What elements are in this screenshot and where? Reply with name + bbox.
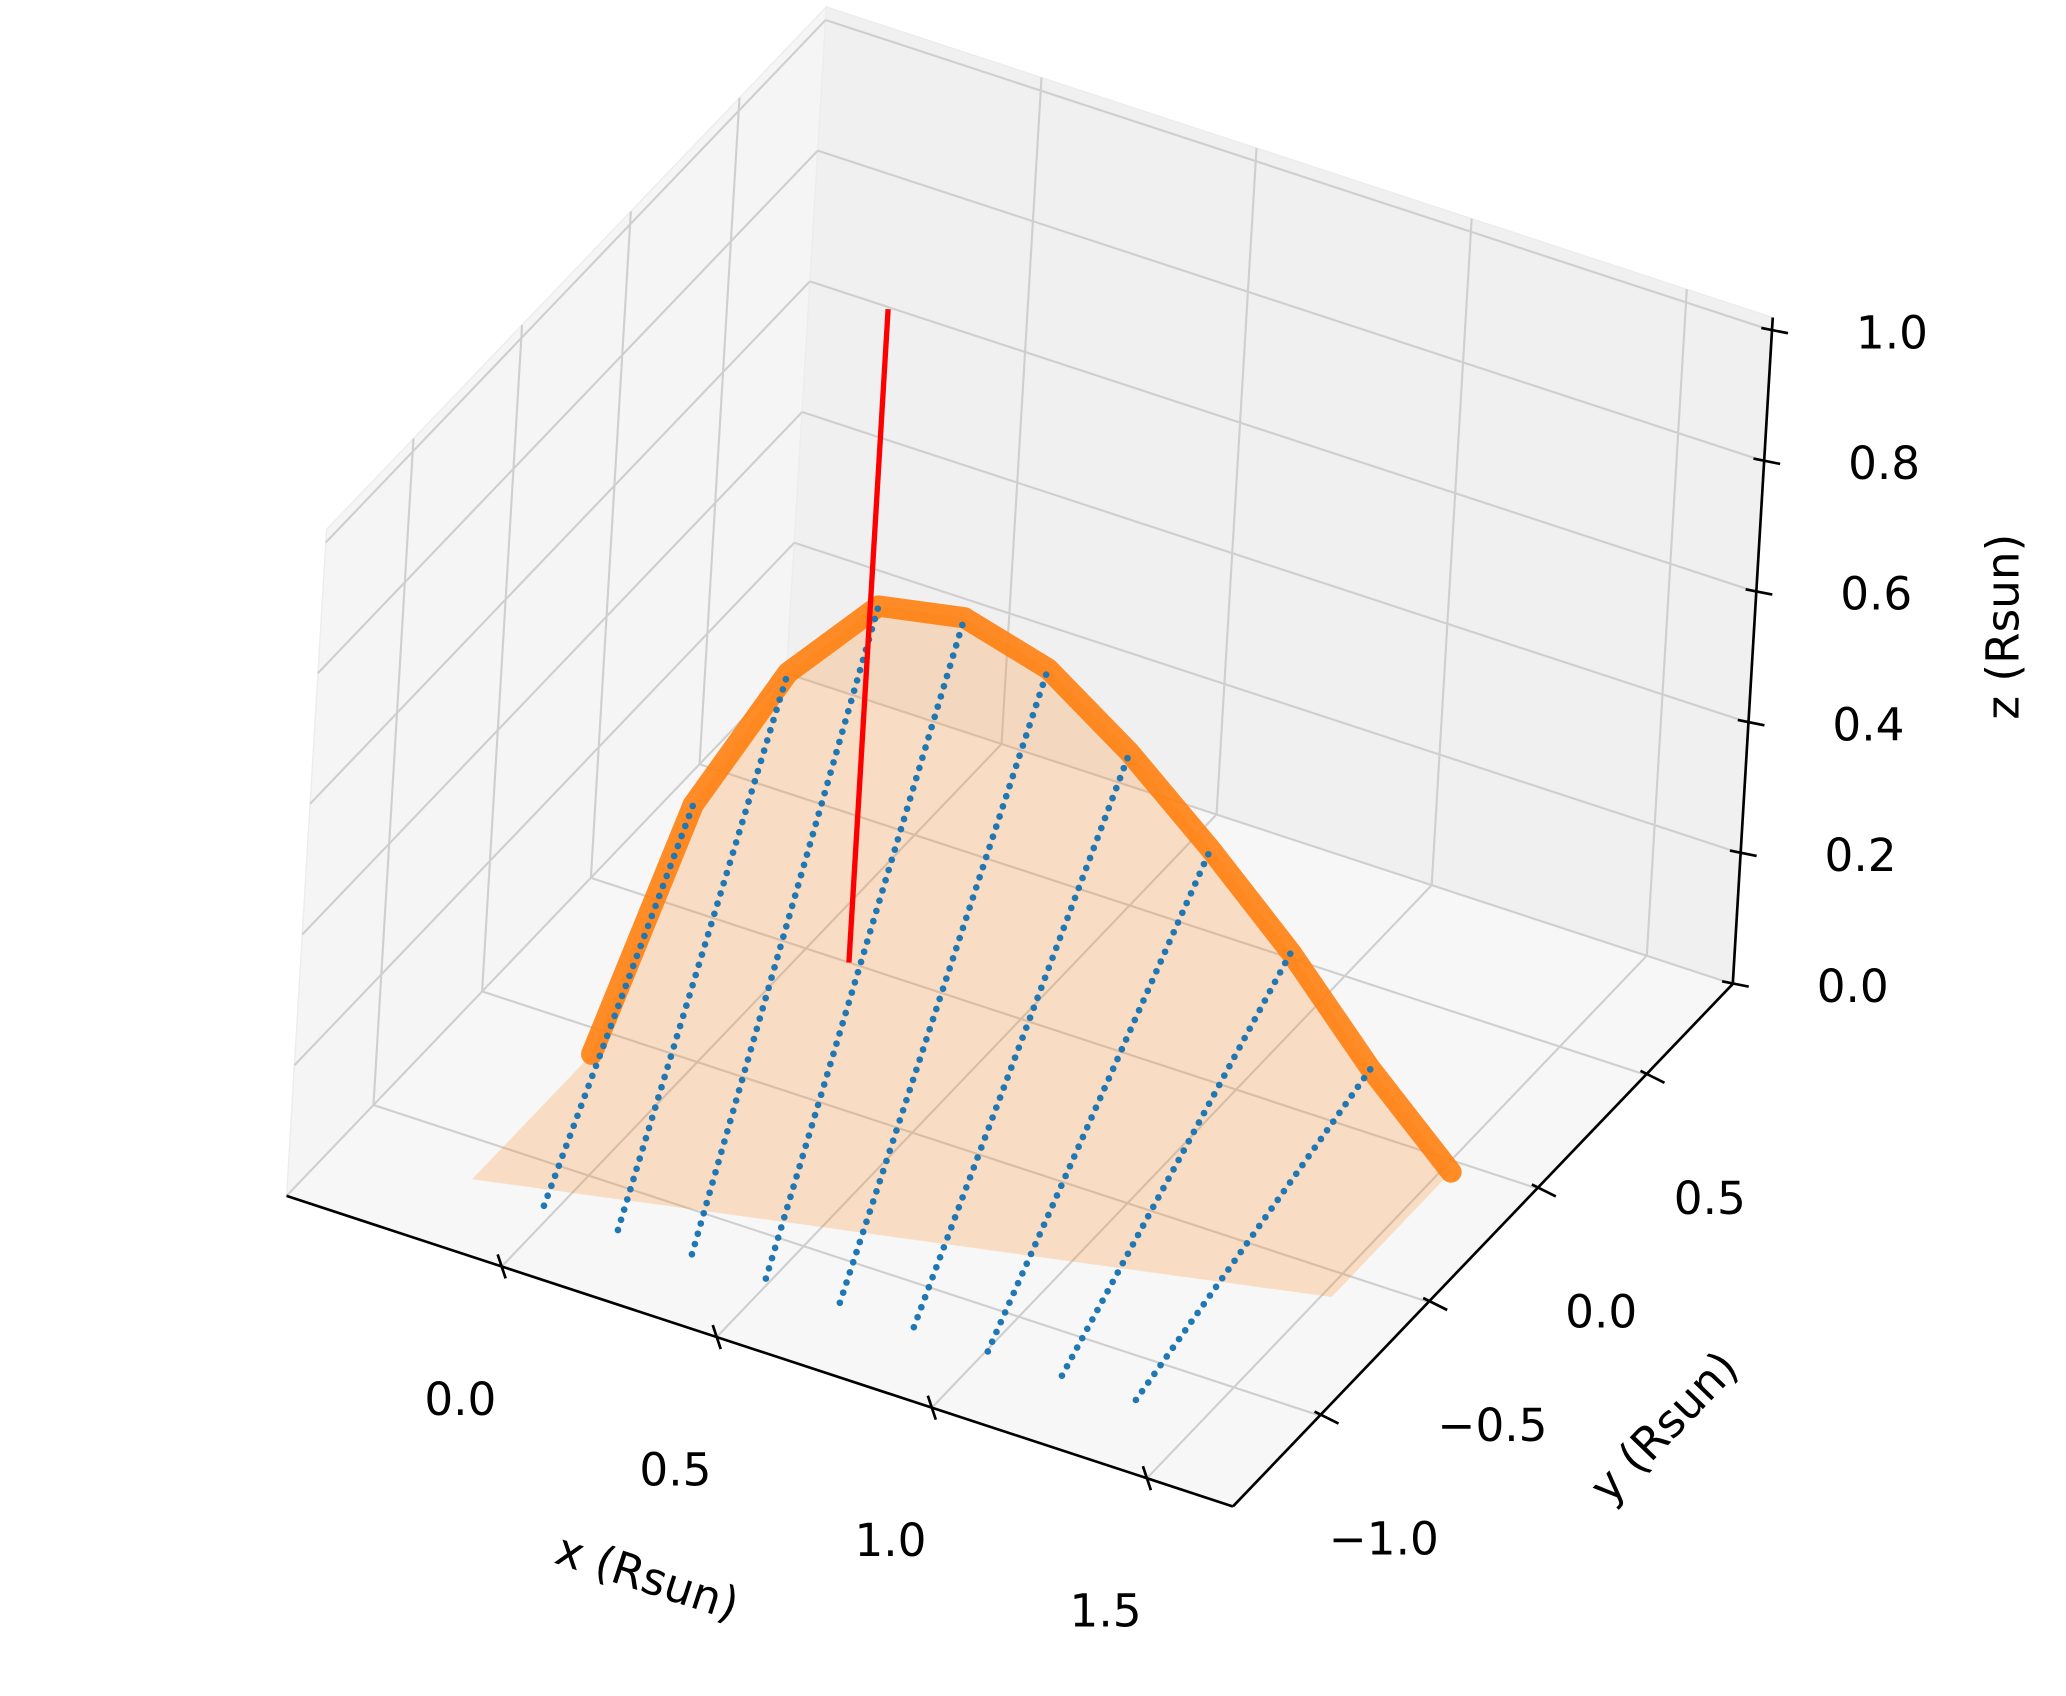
tick-mark bbox=[1761, 326, 1789, 335]
tick-mark bbox=[1531, 1183, 1557, 1198]
tick-mark bbox=[1737, 718, 1765, 727]
x-axis-line bbox=[286, 1194, 1234, 1508]
z-tick-label: 0.4 bbox=[1832, 698, 1904, 751]
tick-mark bbox=[1729, 849, 1757, 858]
field-line bbox=[836, 665, 1052, 1307]
surface-ridge bbox=[581, 595, 1462, 1183]
z-tick-label: 0.8 bbox=[1848, 437, 1920, 490]
grid-line bbox=[786, 672, 1734, 985]
tick-mark bbox=[1422, 1296, 1448, 1312]
grid-line bbox=[590, 876, 1538, 1190]
y-tick-label: −0.5 bbox=[1438, 1399, 1548, 1452]
field-line bbox=[688, 602, 882, 1258]
field-line bbox=[540, 801, 697, 1210]
z-axis-line bbox=[1731, 317, 1775, 985]
grid-line bbox=[481, 990, 1429, 1303]
grid-line bbox=[589, 211, 632, 878]
tick-mark bbox=[1745, 587, 1773, 596]
grid-line bbox=[809, 280, 1757, 593]
grid-line bbox=[481, 324, 524, 992]
grid-line bbox=[1146, 954, 1648, 1479]
grid-line bbox=[1430, 218, 1473, 886]
grid-line bbox=[500, 743, 1003, 1268]
x-tick-label: 0.5 bbox=[639, 1444, 711, 1497]
grid-line bbox=[698, 97, 741, 765]
grid-line bbox=[317, 149, 819, 674]
z-tick-label: 0.6 bbox=[1840, 568, 1912, 621]
grid-line bbox=[1215, 148, 1258, 815]
tick-mark bbox=[1753, 457, 1781, 466]
grid-line bbox=[817, 149, 1765, 463]
y-tick-label: 0.5 bbox=[1674, 1172, 1746, 1225]
red-line bbox=[846, 308, 891, 963]
grid-line bbox=[372, 438, 415, 1106]
field-line bbox=[984, 845, 1214, 1355]
axes: 0.0 0.5 1.0 1.5 −1.0 −0.5 0.0 0.5 0.0 0.2 0.4 0.6 0.… bbox=[286, 306, 1928, 1638]
x-tick-label: 1.0 bbox=[854, 1514, 926, 1567]
field-line bbox=[1132, 1065, 1374, 1404]
grid-line bbox=[293, 542, 796, 1067]
grid-line bbox=[309, 280, 811, 805]
y-tick-label: 0.0 bbox=[1565, 1286, 1637, 1339]
grid bbox=[285, 18, 1773, 1479]
z-axis-label: z (Rsun) bbox=[1977, 534, 2030, 720]
tick-mark bbox=[1313, 1410, 1340, 1425]
field-line bbox=[614, 669, 792, 1234]
grid-line bbox=[715, 813, 1218, 1338]
x-axis-label: x (Rsun) bbox=[549, 1522, 745, 1631]
grid-line bbox=[793, 541, 1741, 855]
tick-mark bbox=[1639, 1069, 1666, 1085]
field-line bbox=[762, 614, 968, 1282]
y-tick-label: −1.0 bbox=[1329, 1513, 1439, 1566]
grid-line bbox=[324, 19, 827, 544]
grid-line bbox=[1645, 289, 1688, 956]
grid-line bbox=[801, 410, 1749, 724]
panes bbox=[285, 5, 1774, 1508]
grid-line bbox=[301, 411, 803, 936]
y-axis-line bbox=[1231, 983, 1734, 1508]
field-line bbox=[910, 749, 1133, 1331]
z-tick-label: 1.0 bbox=[1856, 306, 1928, 359]
tick-mark bbox=[1721, 979, 1750, 988]
grid-line bbox=[931, 884, 1433, 1409]
x-tick-label: 1.5 bbox=[1070, 1585, 1142, 1638]
grid-line bbox=[825, 18, 1773, 332]
grid-line bbox=[285, 672, 788, 1197]
z-tick-label: 0.0 bbox=[1817, 960, 1889, 1013]
y-axis-label: y (Rsun) bbox=[1579, 1341, 1748, 1514]
z-tick-label: 0.2 bbox=[1825, 829, 1897, 882]
marks bbox=[472, 308, 1462, 1404]
x-tick-label: 0.0 bbox=[424, 1373, 496, 1426]
